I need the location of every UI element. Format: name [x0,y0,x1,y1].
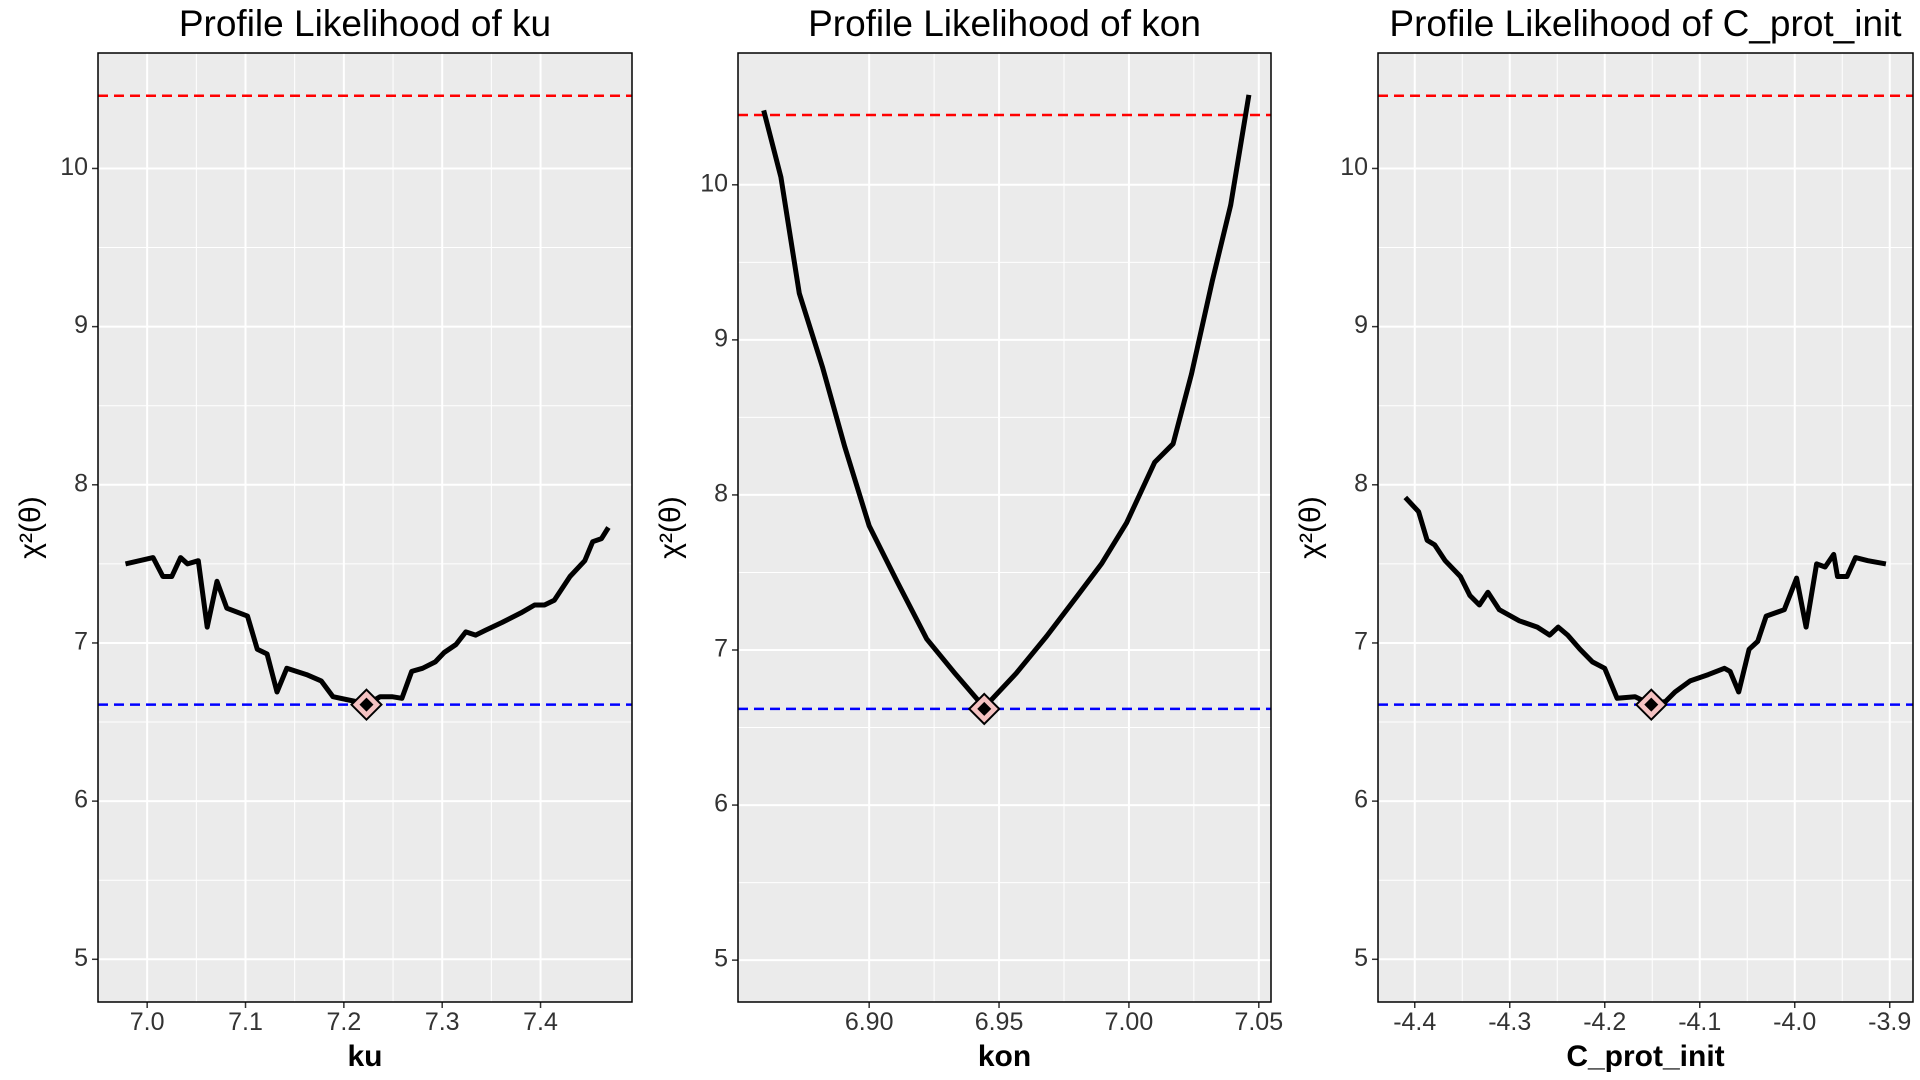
y-tick-label: 10 [700,169,728,197]
y-tick-label: 9 [1354,311,1368,339]
y-tick-label: 5 [74,944,88,972]
y-tick-label: 9 [74,311,88,339]
x-tick-label: -3.9 [1868,1008,1911,1036]
y-tick-label: 5 [714,945,728,973]
x-tick-label: -4.2 [1583,1008,1626,1036]
y-axis-label: χ²(θ) [654,496,687,558]
x-tick-label: -4.0 [1773,1008,1816,1036]
plot-background [98,53,632,1002]
y-tick-label: 7 [1354,628,1368,656]
chart-title: Profile Likelihood of C_prot_init [1389,3,1902,44]
y-tick-label: 5 [1354,944,1368,972]
panel-border [737,52,1272,1003]
y-tick-label: 7 [714,635,728,663]
y-tick-label: 7 [74,628,88,656]
x-axis-label: kon [978,1040,1031,1073]
panel: 5 6 7 8 9 10 -4.4 -4.3 -4.2 -4.1 -4.0 -3.9 Profile L… [1294,3,1914,1073]
x-tick-label: -4.3 [1488,1008,1531,1036]
y-tick-label: 10 [1340,153,1368,181]
x-axis-label: C_prot_init [1566,1040,1724,1073]
y-axis-label: χ²(θ) [1294,496,1327,558]
x-tick-label: 7.4 [523,1008,558,1036]
plot-background [1378,53,1913,1002]
panel-border [97,52,633,1003]
y-tick-label: 6 [74,786,88,814]
optimum-marker-center [359,697,374,712]
y-tick-label: 8 [714,480,728,508]
y-tick-label: 6 [1354,786,1368,814]
chart-title: Profile Likelihood of ku [179,3,551,44]
profile-line [761,94,1252,710]
x-tick-label: -4.1 [1678,1008,1721,1036]
x-tick-label: 7.05 [1234,1008,1283,1036]
y-tick-label: 8 [1354,469,1368,497]
x-tick-label: 7.2 [326,1008,361,1036]
profile-line [124,526,611,708]
y-tick-label: 6 [714,790,728,818]
panel: 5 6 7 8 9 10 7.0 7.1 7.2 7.3 7.4 Profile Likelihood… [14,3,633,1073]
x-tick-label: 7.1 [228,1008,263,1036]
y-tick-label: 8 [74,469,88,497]
x-axis-label: ku [347,1040,382,1073]
y-tick-label: 9 [714,324,728,352]
y-tick-label: 10 [60,153,88,181]
x-tick-label: 6.95 [975,1008,1024,1036]
chart-title: Profile Likelihood of kon [808,3,1201,44]
optimum-marker-center [977,701,992,716]
x-tick-label: -4.4 [1393,1008,1436,1036]
optimum-marker-center [1644,697,1659,712]
plot-background [738,53,1271,1002]
x-tick-label: 6.90 [845,1008,894,1036]
x-tick-label: 7.3 [425,1008,460,1036]
x-tick-label: 7.0 [130,1008,165,1036]
panel-border [1377,52,1914,1003]
x-tick-label: 7.00 [1105,1008,1154,1036]
panel: 5 6 7 8 9 10 6.90 6.95 7.00 7.05 Profile Likelihoo… [654,3,1283,1073]
y-axis-label: χ²(θ) [14,496,47,558]
